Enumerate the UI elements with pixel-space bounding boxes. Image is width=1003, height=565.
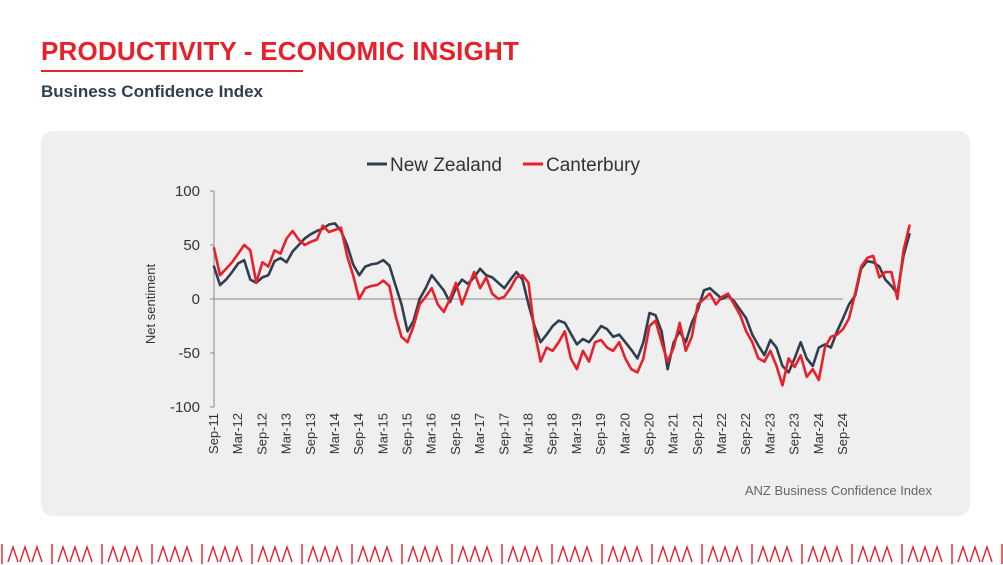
x-tick-label: Sep-15 [400,413,415,455]
x-tick-label: Mar-12 [230,413,245,454]
page-subtitle: Business Confidence Index [41,82,263,101]
series-line-new-zealand [212,222,911,374]
x-tick-label: Mar-23 [762,413,777,454]
x-tick-label: Mar-14 [327,413,342,454]
series-line-canterbury [212,224,911,387]
y-tick-label: 50 [183,237,200,254]
x-tick-label: Sep-19 [593,413,608,455]
x-tick-label: Sep-16 [448,413,463,455]
page-title: PRODUCTIVITY - ECONOMIC INSIGHT [41,36,520,66]
y-tick-label: -50 [178,345,200,362]
x-tick-label: Sep-20 [641,413,656,455]
chart-legend: New Zealand Canterbury [367,155,640,176]
y-axis-label: Net sentiment [143,264,158,345]
x-tick-label: Sep-14 [351,413,366,455]
y-tick-label: 100 [175,183,200,200]
decorative-chevron-pattern [1,544,1003,564]
x-tick-label: Sep-24 [835,413,850,455]
x-tick-label: Mar-19 [569,413,584,454]
legend-label-new-zealand: New Zealand [390,155,502,176]
x-tick-label: Mar-13 [279,413,294,454]
chart-panel: New Zealand Canterbury Net sentiment 100… [41,131,970,516]
x-tick-label: Sep-17 [496,413,511,455]
x-tick-label: Sep-21 [690,413,705,455]
x-tick-label: Sep-22 [738,413,753,455]
x-tick-label: Mar-16 [424,413,439,454]
x-tick-label: Mar-20 [617,413,632,454]
x-tick-label: Mar-15 [375,413,390,454]
x-tick-label: Mar-17 [472,413,487,454]
x-tick-label: Mar-18 [521,413,536,454]
x-tick-label: Mar-21 [666,413,681,454]
legend-label-canterbury: Canterbury [546,155,640,176]
x-tick-label: Mar-22 [714,413,729,454]
x-tick-label: Sep-13 [303,413,318,455]
x-tick-label: Sep-12 [254,413,269,455]
title-underline [41,70,303,72]
y-tick-label: -100 [170,399,200,416]
x-tick-label: Sep-18 [545,413,560,455]
y-tick-label: 0 [192,291,200,308]
x-tick-label: Mar-24 [811,413,826,454]
x-tick-label: Sep-23 [787,413,802,455]
chart-source: ANZ Business Confidence Index [745,483,933,498]
x-tick-label: Sep-11 [206,413,221,454]
chart: New Zealand Canterbury Net sentiment 100… [143,155,933,498]
